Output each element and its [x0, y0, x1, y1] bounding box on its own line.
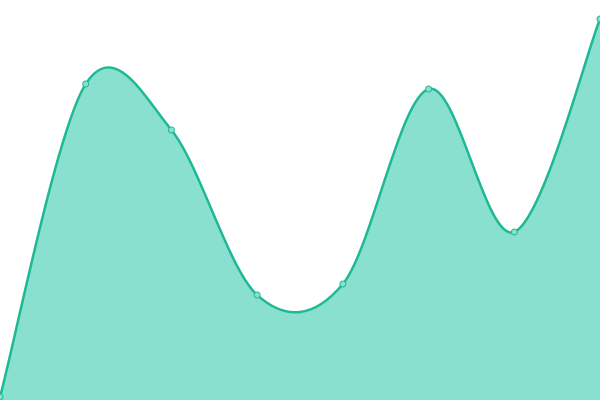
data-point — [425, 85, 433, 93]
data-point — [82, 80, 90, 88]
data-point — [339, 280, 347, 288]
data-point — [253, 291, 261, 299]
data-point — [0, 393, 4, 400]
data-point — [510, 228, 518, 236]
data-point — [167, 126, 175, 134]
data-point — [596, 15, 600, 23]
area-fill — [0, 19, 600, 400]
